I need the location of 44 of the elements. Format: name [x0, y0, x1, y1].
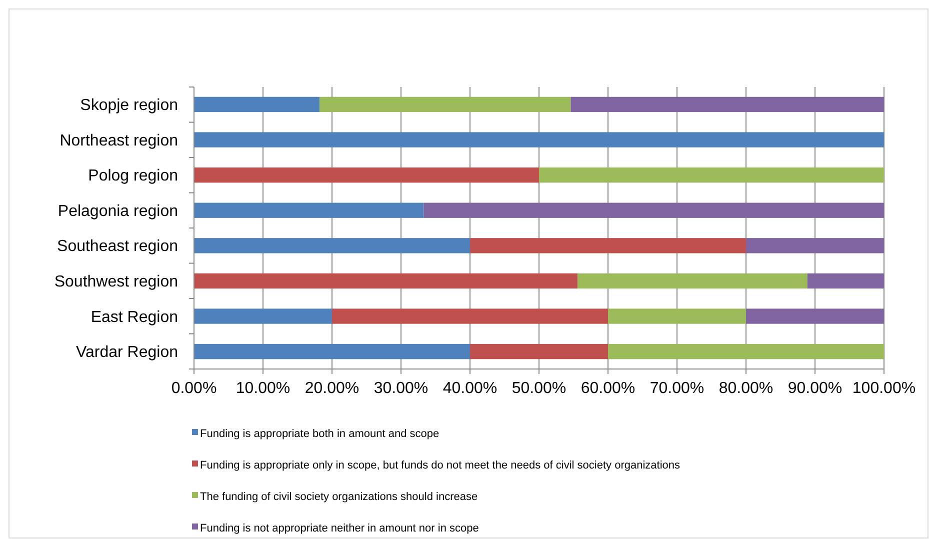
legend-label: Funding is appropriate only in scope, but funds do not meet the needs of civil society organizations: [200, 459, 681, 472]
bar: [746, 238, 884, 254]
bar: [570, 96, 884, 112]
bar: [194, 308, 332, 324]
x-tick-label: 0.00%: [171, 380, 217, 397]
bar: [194, 202, 424, 218]
legend-label: Funding is not appropriate neither in amount nor in scope: [200, 522, 479, 534]
y-tick-label: Southeast region: [57, 238, 178, 256]
bar: [746, 308, 884, 324]
x-tick-label: 40.00%: [442, 380, 498, 397]
x-tick-label: 10.00%: [236, 380, 290, 397]
bar: [332, 308, 608, 324]
y-tick-label: Northeast region: [60, 132, 178, 150]
bar: [470, 238, 746, 254]
x-tick-label: 100.00%: [852, 380, 916, 397]
y-tick-label: Southwest region: [54, 274, 178, 291]
x-tick-label: 20.00%: [304, 380, 360, 397]
bar: [539, 167, 884, 183]
y-tick-label: Polog region: [88, 168, 178, 185]
x-tick-label: 90.00%: [788, 380, 842, 397]
bar: [194, 273, 578, 289]
bar: [470, 344, 608, 360]
bar: [608, 344, 884, 360]
bar: [424, 202, 884, 218]
bar: [194, 238, 470, 254]
legend-label: The funding of civil society organizations should increase: [200, 490, 478, 503]
bar: [578, 273, 808, 289]
bar: [608, 308, 746, 324]
bar: [194, 132, 884, 148]
x-tick-label: 50.00%: [512, 380, 566, 397]
x-tick-label: 30.00%: [374, 380, 428, 397]
y-tick-label: East Region: [90, 308, 178, 326]
y-tick-label: Pelagonia region: [58, 202, 178, 220]
x-tick-label: 80.00%: [718, 380, 774, 397]
y-tick-label: Skopje region: [80, 97, 178, 114]
bar: [807, 273, 884, 289]
bar: [194, 96, 320, 112]
bar: [194, 167, 539, 183]
x-tick-label: 70.00%: [650, 380, 704, 397]
legend-label: Funding is appropriate both in amount and scope: [200, 428, 440, 440]
y-tick-label: Vardar Region: [76, 344, 178, 362]
x-tick-label: 60.00%: [580, 380, 636, 397]
bar: [194, 344, 470, 360]
bar: [320, 96, 571, 112]
